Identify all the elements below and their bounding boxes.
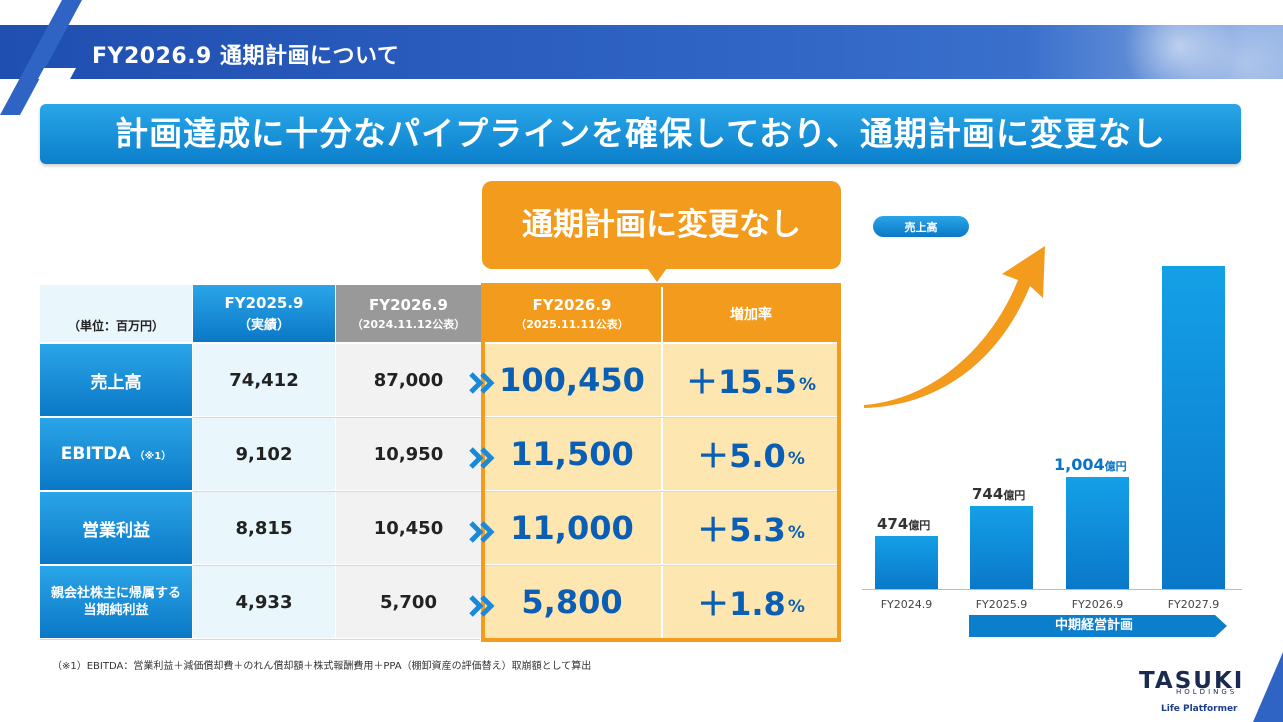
bar-value-unit: 億円 bbox=[1104, 460, 1127, 474]
brand-logo-text: TASUKI bbox=[1139, 668, 1245, 694]
highlight-frame bbox=[481, 283, 841, 642]
brand-logo-subtext: HOLDINGS bbox=[1176, 688, 1238, 696]
chart-title-badge: 売上高 bbox=[873, 216, 969, 237]
callout-box bbox=[482, 181, 841, 269]
double-chevron-right-icon bbox=[469, 595, 495, 617]
bar-value-number: 744 bbox=[972, 485, 1004, 504]
growth-unit: % bbox=[787, 523, 805, 543]
cell-actual: 74,412 bbox=[193, 344, 335, 416]
page-title: FY2026.9 通期計画について bbox=[92, 44, 400, 69]
bar-value-label: 1,004億円 bbox=[1054, 455, 1127, 474]
callout-text: 通期計画に変更なし bbox=[522, 207, 801, 243]
bar-FY2027.9 bbox=[1162, 266, 1225, 589]
bar-value-label: 474億円 bbox=[877, 514, 930, 533]
bar-value-label: 744億円 bbox=[972, 484, 1025, 503]
growth-value: ＋5.0 bbox=[697, 437, 786, 475]
header-decoration bbox=[1023, 25, 1283, 79]
corner-decoration bbox=[1253, 652, 1283, 722]
row-label-operating-profit: 営業利益 bbox=[40, 492, 192, 564]
growth-value: ＋1.8 bbox=[697, 585, 786, 623]
cell-growth: ＋15.5% bbox=[663, 344, 839, 416]
column-header-main: 増加率 bbox=[730, 306, 772, 323]
growth-value: ＋5.3 bbox=[697, 511, 786, 549]
footnote: （※1）EBITDA：営業利益＋減価償却費＋のれん償却額＋株式報酬費用＋PPA（… bbox=[52, 661, 592, 672]
cell-new-plan: 11,000 bbox=[483, 492, 661, 564]
column-header-actual: FY2025.9 （実績） bbox=[193, 285, 335, 342]
cell-new-plan: 5,800 bbox=[483, 566, 661, 638]
column-header-new-plan: FY2026.9 （2025.11.11公表） bbox=[483, 285, 661, 342]
bar-value-number: 474 bbox=[877, 515, 909, 534]
cell-new-plan: 100,450 bbox=[483, 344, 661, 416]
column-header-sub: （2024.11.12公表） bbox=[351, 317, 466, 331]
row-label-text: EBITDA bbox=[60, 444, 131, 464]
column-header-main: FY2026.9 bbox=[532, 295, 612, 314]
row-label-note: （※1） bbox=[134, 450, 172, 462]
bar-value-unit: 億円 bbox=[908, 519, 931, 533]
brand-a-mark-icon bbox=[0, 0, 82, 115]
cell-prev-plan: 10,450 bbox=[336, 492, 481, 564]
brand-tagline: Life Platformer bbox=[1161, 704, 1238, 714]
row-label-line1: 親会社株主に帰属する bbox=[50, 586, 181, 601]
unit-label: （単位：百万円） bbox=[40, 285, 192, 342]
bar-value-number: 1,004 bbox=[1054, 455, 1105, 475]
row-divider bbox=[40, 639, 480, 640]
double-chevron-right-icon bbox=[469, 521, 495, 543]
cell-prev-plan: 87,000 bbox=[336, 344, 481, 416]
mid-term-plan-label: 中期経営計画 bbox=[1054, 618, 1133, 633]
bar-FY2024.9 bbox=[875, 536, 938, 589]
cell-growth: ＋5.0% bbox=[663, 418, 839, 490]
x-tick-label: FY2027.9 bbox=[1167, 598, 1220, 611]
column-header-growth: 増加率 bbox=[663, 285, 839, 342]
cell-actual: 9,102 bbox=[193, 418, 335, 490]
row-label-ebitda: EBITDA （※1） bbox=[40, 418, 192, 490]
column-header-main: FY2025.9 bbox=[224, 294, 304, 312]
column-header-prev-plan: FY2026.9 （2024.11.12公表） bbox=[336, 285, 481, 342]
cell-prev-plan: 10,950 bbox=[336, 418, 481, 490]
cell-new-plan: 11,500 bbox=[483, 418, 661, 490]
bar-FY2026.9 bbox=[1066, 477, 1129, 589]
bar-FY2025.9 bbox=[970, 506, 1033, 589]
growth-unit: % bbox=[787, 449, 805, 469]
row-divider bbox=[193, 491, 839, 492]
key-message-banner bbox=[40, 104, 1241, 164]
cell-actual: 8,815 bbox=[193, 492, 335, 564]
x-axis bbox=[862, 589, 1242, 590]
column-header-sub: （実績） bbox=[237, 318, 290, 333]
row-label-sales: 売上高 bbox=[40, 344, 192, 416]
growth-unit: % bbox=[787, 597, 805, 617]
x-tick-label: FY2026.9 bbox=[1071, 598, 1124, 611]
row-label-net-income: 親会社株主に帰属する 当期純利益 bbox=[40, 566, 192, 638]
bar-value-unit: 億円 bbox=[1003, 489, 1026, 503]
cell-growth: ＋5.3% bbox=[663, 492, 839, 564]
row-divider bbox=[193, 565, 839, 566]
column-header-sub: （2025.11.11公表） bbox=[515, 317, 629, 331]
column-header-main: FY2026.9 bbox=[369, 295, 448, 314]
growth-unit: % bbox=[798, 375, 816, 395]
callout-tail bbox=[647, 268, 667, 282]
growth-arrow-icon bbox=[864, 246, 1045, 408]
x-tick-label: FY2024.9 bbox=[880, 598, 933, 611]
row-divider bbox=[193, 417, 839, 418]
key-message-text: 計画達成に十分なパイプラインを確保しており、通期計画に変更なし bbox=[115, 114, 1166, 153]
mid-term-plan-bracket-arrow bbox=[969, 615, 1227, 637]
growth-value: ＋15.5 bbox=[685, 363, 797, 401]
cell-actual: 4,933 bbox=[193, 566, 335, 638]
x-tick-label: FY2025.9 bbox=[975, 598, 1028, 611]
double-chevron-right-icon bbox=[469, 372, 495, 394]
double-chevron-right-icon bbox=[469, 447, 495, 469]
row-label-line2: 当期純利益 bbox=[83, 603, 149, 618]
cell-prev-plan: 5,700 bbox=[336, 566, 481, 638]
cell-growth: ＋1.8% bbox=[663, 566, 839, 638]
